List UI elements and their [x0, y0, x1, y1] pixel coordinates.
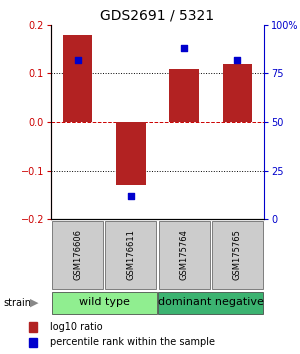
- Bar: [105, 221, 156, 289]
- Bar: [52, 221, 103, 289]
- Bar: [116, 122, 146, 185]
- Point: [182, 45, 187, 51]
- Bar: [29, 338, 37, 347]
- Text: percentile rank within the sample: percentile rank within the sample: [50, 337, 215, 348]
- Point: [235, 57, 240, 63]
- Title: GDS2691 / 5321: GDS2691 / 5321: [100, 8, 214, 22]
- Bar: [158, 292, 263, 314]
- Point: [75, 57, 80, 63]
- Text: GSM176611: GSM176611: [126, 229, 135, 280]
- Bar: [29, 322, 37, 332]
- Bar: [169, 69, 199, 122]
- Text: ▶: ▶: [30, 298, 38, 308]
- Text: dominant negative: dominant negative: [158, 297, 264, 307]
- Text: log10 ratio: log10 ratio: [50, 322, 103, 332]
- Text: GSM175764: GSM175764: [180, 229, 189, 280]
- Bar: [223, 64, 252, 122]
- Point: [128, 193, 133, 199]
- Text: wild type: wild type: [79, 297, 130, 307]
- Bar: [63, 34, 92, 122]
- Bar: [52, 292, 157, 314]
- Text: GSM175765: GSM175765: [233, 229, 242, 280]
- Text: strain: strain: [3, 298, 31, 308]
- Bar: [212, 221, 263, 289]
- Text: GSM176606: GSM176606: [73, 229, 82, 280]
- Bar: [159, 221, 210, 289]
